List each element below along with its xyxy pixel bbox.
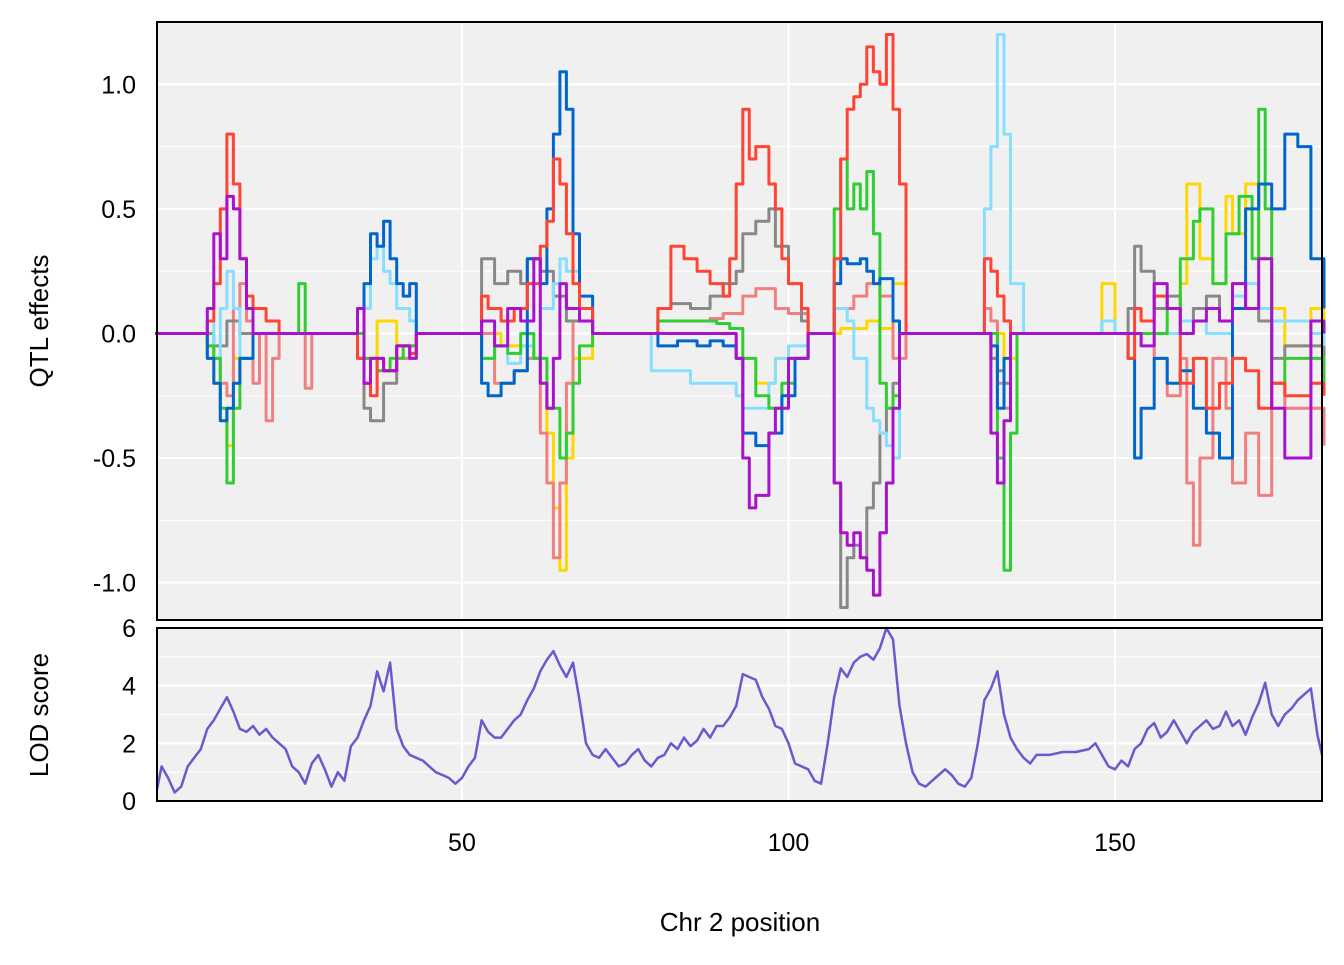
lod-series-line	[155, 626, 1324, 794]
lod-y-axis-title: LOD score	[24, 653, 54, 777]
effects-y-tick-label: 0.0	[101, 320, 136, 348]
effects-y-axis-title: QTL effects	[24, 255, 54, 388]
lod-y-tick-label: 4	[122, 673, 136, 701]
lod-y-tick-label: 0	[122, 788, 136, 816]
lod-panel-frame	[156, 627, 1323, 802]
effects-y-tick-label: -0.5	[93, 445, 136, 473]
x-tick-labels: 50 100 150	[448, 829, 1136, 857]
effects-y-tick-labels: -1.0 -0.5 0.0 0.5 1.0	[93, 71, 136, 597]
lod-y-tick-label: 6	[122, 615, 136, 643]
lod-panel: 0 2 4 6 LOD score	[24, 615, 1324, 816]
x-tick-label: 100	[768, 829, 810, 857]
effects-y-tick-label: 0.5	[101, 196, 136, 224]
x-tick-label: 150	[1094, 829, 1136, 857]
effect-series-line-7	[155, 33, 1326, 410]
x-axis-title: Chr 2 position	[660, 907, 820, 937]
effects-series-group	[155, 33, 1326, 609]
effects-panel: -1.0 -0.5 0.0 0.5 1.0 QTL effects	[24, 21, 1326, 621]
effects-panel-frame	[156, 21, 1323, 621]
effects-y-tick-label: 1.0	[101, 71, 136, 99]
effect-series-line-8	[155, 194, 1326, 597]
lod-y-tick-label: 2	[122, 730, 136, 758]
effects-y-tick-label: -1.0	[93, 570, 136, 598]
lod-series-group	[155, 626, 1324, 794]
x-tick-label: 50	[448, 829, 476, 857]
lod-y-tick-labels: 0 2 4 6	[122, 615, 136, 816]
